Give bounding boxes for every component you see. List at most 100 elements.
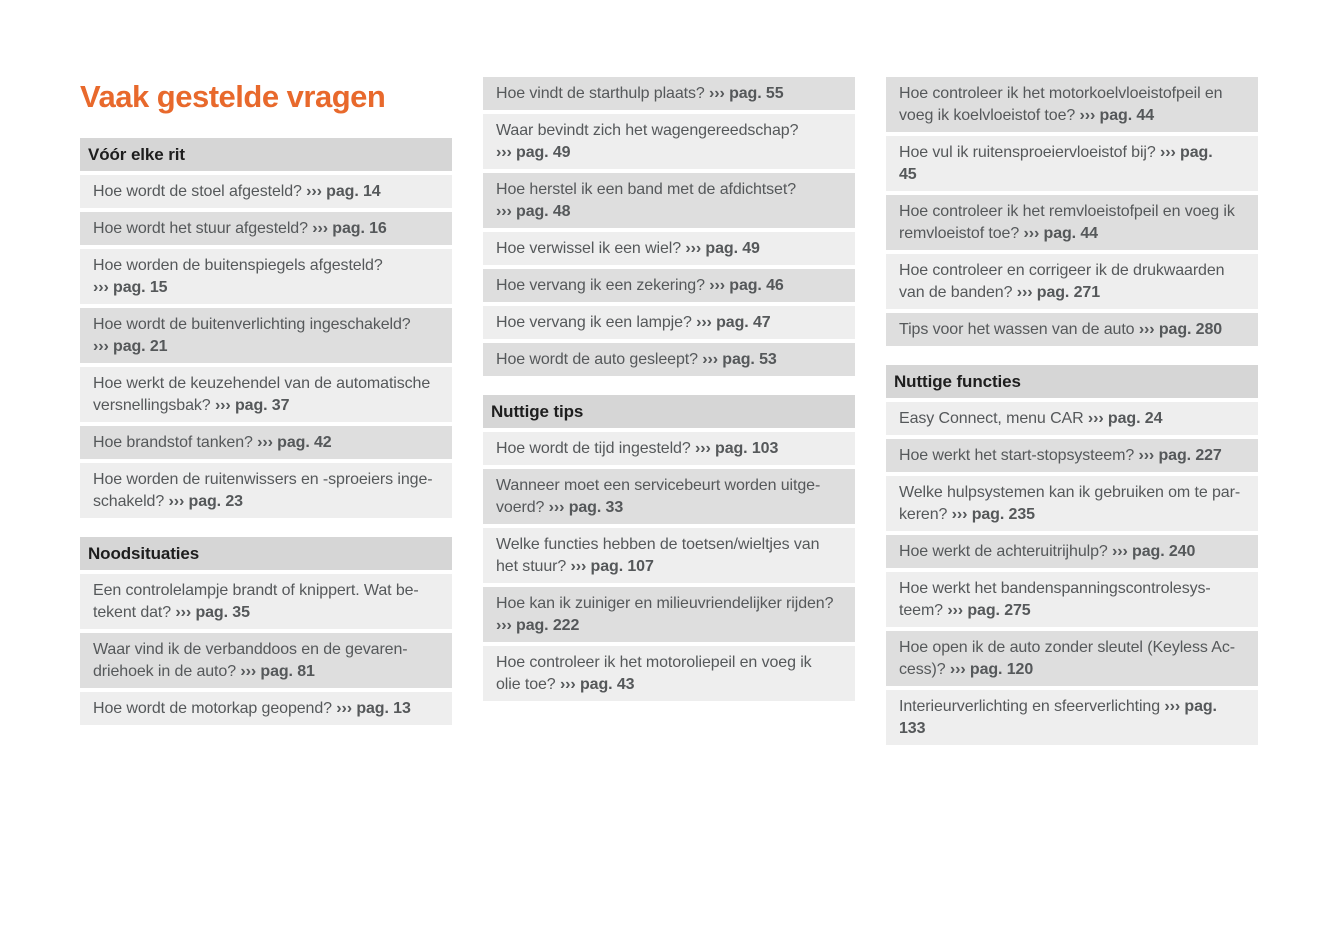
faq-page-ref: ››› pag. 44 (1023, 224, 1098, 242)
faq-question-text: Hoe vul ik ruitensproeiervloeistof bij? (899, 143, 1161, 161)
faq-item-line: het stuur? ››› pag. 107 (496, 556, 843, 578)
faq-page-ref: 45 (899, 165, 917, 183)
faq-item: Hoe controleer ik het remvloeistofpeil e… (886, 195, 1258, 250)
faq-question-text: Easy Connect, menu CAR (899, 409, 1088, 427)
faq-item-line: versnellingsbak? ››› pag. 37 (93, 395, 440, 417)
faq-page-ref: ››› pag. 15 (93, 278, 168, 296)
faq-item: Welke functies hebben de toetsen/wieltje… (483, 528, 855, 583)
faq-item: Hoe kan ik zuiniger en milieuvriendelijk… (483, 587, 855, 642)
faq-question-text: Hoe controleer ik het motorkoelvloeistof… (899, 84, 1223, 102)
faq-item-line: Hoe vervang ik een lampje? ››› pag. 47 (496, 312, 843, 334)
faq-question-text: voerd? (496, 498, 549, 516)
faq-item: Hoe controleer ik het motorkoelvloeistof… (886, 77, 1258, 132)
faq-item-line: ››› pag. 49 (496, 142, 843, 164)
faq-question-text: Hoe vervang ik een zekering? (496, 276, 710, 294)
faq-question-text: tekent dat? (93, 603, 176, 621)
faq-page-ref: ››› pag. 13 (336, 699, 411, 717)
faq-question-text: Een controlelampje brandt of knippert. W… (93, 581, 419, 599)
faq-item: Hoe vervang ik een lampje? ››› pag. 47 (483, 306, 855, 339)
faq-item-line: Hoe werkt de achteruitrijhulp? ››› pag. … (899, 541, 1246, 563)
faq-question-text: Welke functies hebben de toetsen/wieltje… (496, 535, 820, 553)
faq-column-2: Hoe vindt de starthulp plaats? ››› pag. … (483, 77, 855, 749)
faq-page-ref: ››› pag. 227 (1138, 446, 1222, 464)
faq-question-text: Waar bevindt zich het wagengereedschap? (496, 121, 799, 139)
faq-item: Hoe vul ik ruitensproeiervloeistof bij? … (886, 136, 1258, 191)
faq-page-ref: ››› pag. 49 (496, 143, 571, 161)
faq-item-line: tekent dat? ››› pag. 35 (93, 602, 440, 624)
faq-page-ref: ››› pag. 107 (570, 557, 654, 575)
faq-item-line: cess)? ››› pag. 120 (899, 659, 1246, 681)
faq-question-text: cess)? (899, 660, 950, 678)
faq-question-text: versnellingsbak? (93, 396, 215, 414)
faq-item: Hoe controleer ik het motoroliepeil en v… (483, 646, 855, 701)
page-title: Vaak gestelde vragen (80, 79, 386, 114)
faq-question-text: Hoe controleer en corrigeer ik de drukwa… (899, 261, 1225, 279)
faq-page-ref: 133 (899, 719, 926, 737)
faq-item-line: Hoe wordt het stuur afgesteld? ››› pag. … (93, 218, 440, 240)
faq-page-ref: ››› pag. 44 (1079, 106, 1155, 124)
faq-question-text: remvloeistof toe? (899, 224, 1024, 242)
faq-question-text: Hoe wordt de tijd ingesteld? (496, 439, 695, 457)
faq-item-line: ››› pag. 222 (496, 615, 843, 637)
faq-column-3: Hoe controleer ik het motorkoelvloeistof… (886, 77, 1258, 749)
faq-item-line: Hoe vul ik ruitensproeiervloeistof bij? … (899, 142, 1246, 164)
faq-item: Waar bevindt zich het wagengereedschap? ›… (483, 114, 855, 169)
faq-item-line: Hoe wordt de tijd ingesteld? ››› pag. 10… (496, 438, 843, 460)
faq-item: Hoe herstel ik een band met de afdichtse… (483, 173, 855, 228)
faq-page-ref: ››› pag. 21 (93, 337, 168, 355)
faq-page-ref: ››› pag. 235 (951, 505, 1035, 523)
faq-question-text: Hoe brandstof tanken? (93, 433, 258, 451)
faq-question-text: van de banden? (899, 283, 1017, 301)
faq-page-ref: ››› pag. 280 (1138, 320, 1223, 338)
faq-page-ref: ››› pag. 240 (1112, 542, 1196, 560)
faq-question-text: keren? (899, 505, 952, 523)
faq-page-ref: ››› pag. 43 (559, 675, 635, 693)
faq-page-ref: ››› pag. 103 (695, 439, 779, 457)
faq-question-text: Hoe werkt de keuzehendel van de automati… (93, 374, 431, 392)
section-header: Noodsituaties (80, 537, 452, 570)
faq-item-line: Hoe brandstof tanken? ››› pag. 42 (93, 432, 440, 454)
faq-column-1: Vaak gestelde vragen Vóór elke rit Hoe wo… (80, 77, 452, 749)
faq-question-text: Hoe controleer ik het motoroliepeil en v… (496, 653, 812, 671)
faq-item: Hoe werkt de achteruitrijhulp? ››› pag. … (886, 535, 1258, 568)
faq-page-ref: ››› pag. 120 (949, 660, 1034, 678)
faq-item-line: olie toe? ››› pag. 43 (496, 674, 843, 696)
faq-question-text: Hoe worden de ruitenwissers en -sproeier… (93, 470, 433, 488)
faq-item: Waar vind ik de verbanddoos en de gevare… (80, 633, 452, 688)
faq-page-ref: ››› pag. 23 (168, 492, 244, 510)
faq-question-text: Hoe wordt de stoel afgesteld? (93, 182, 307, 200)
faq-question-text: Tips voor het wassen van de auto (899, 320, 1139, 338)
faq-item-line: Hoe verwissel ik een wiel? ››› pag. 49 (496, 238, 843, 260)
faq-page-ref: ››› pag. 271 (1016, 283, 1100, 301)
faq-question-text: Hoe werkt het bandenspanningscontrolesys… (899, 579, 1211, 597)
faq-item: Hoe controleer en corrigeer ik de drukwa… (886, 254, 1258, 309)
faq-question-text: Hoe wordt de buitenverlichting ingeschak… (93, 315, 411, 333)
section-header: Nuttige functies (886, 365, 1258, 398)
faq-question-text: Hoe vindt de starthulp plaats? (496, 84, 710, 102)
faq-page-ref: ››› pag. 49 (685, 239, 760, 257)
faq-page-ref: ››› pag. 33 (548, 498, 624, 516)
faq-item: Hoe brandstof tanken? ››› pag. 42 (80, 426, 452, 459)
faq-page-ref: ››› pag. 48 (496, 202, 571, 220)
faq-item-line: schakeld? ››› pag. 23 (93, 491, 440, 513)
faq-question-text: Waar vind ik de verbanddoos en de gevare… (93, 640, 408, 658)
faq-item-line: voerd? ››› pag. 33 (496, 497, 843, 519)
faq-question-text: Hoe vervang ik een lampje? (496, 313, 697, 331)
faq-item: Hoe wordt de tijd ingesteld? ››› pag. 10… (483, 432, 855, 465)
faq-item: Hoe wordt het stuur afgesteld? ››› pag. … (80, 212, 452, 245)
faq-question-text: Hoe herstel ik een band met de afdichtse… (496, 180, 796, 198)
faq-item-line: ››› pag. 21 (93, 336, 440, 358)
faq-question-text: Wanneer moet een servicebeurt worden uit… (496, 476, 821, 494)
faq-item-line: ››› pag. 15 (93, 277, 440, 299)
faq-page-ref: ››› pag. 275 (947, 601, 1031, 619)
faq-item: Hoe vervang ik een zekering? ››› pag. 46 (483, 269, 855, 302)
faq-item-line: van de banden? ››› pag. 271 (899, 282, 1246, 304)
faq-question-text: Hoe worden de buitenspiegels afgesteld? (93, 256, 383, 274)
faq-item: Easy Connect, menu CAR ››› pag. 24 (886, 402, 1258, 435)
faq-item: Hoe open ik de auto zonder sleutel (Keyl… (886, 631, 1258, 686)
faq-item: Hoe worden de buitenspiegels afgesteld? ›… (80, 249, 452, 304)
faq-question-text: olie toe? (496, 675, 560, 693)
faq-item: Hoe wordt de stoel afgesteld? ››› pag. 1… (80, 175, 452, 208)
faq-page-ref: ››› pag. (1164, 697, 1217, 715)
